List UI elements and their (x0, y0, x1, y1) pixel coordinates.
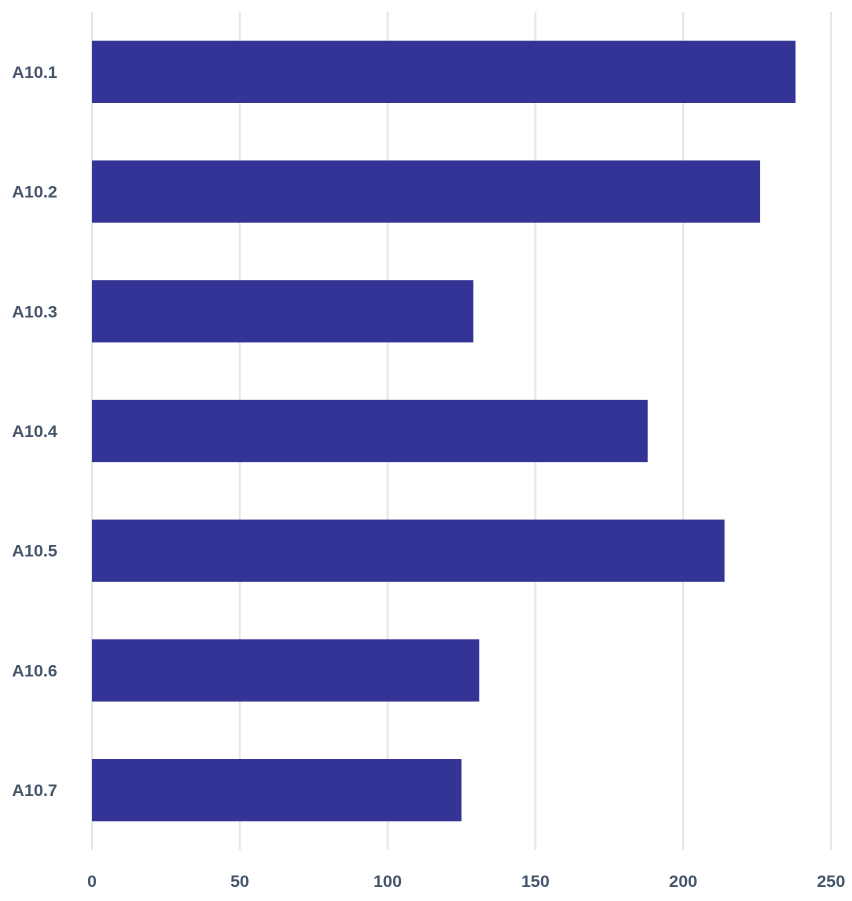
bar-A10.1 (92, 40, 796, 103)
category-label: A10.3 (12, 302, 57, 321)
category-label: A10.5 (12, 542, 57, 561)
bar-A10.6 (92, 639, 480, 702)
x-tick-label: 250 (817, 872, 845, 891)
bar-A10.2 (92, 160, 761, 223)
category-label: A10.2 (12, 183, 57, 202)
bar-A10.3 (92, 280, 474, 343)
category-label: A10.4 (12, 422, 58, 441)
bar-A10.5 (92, 519, 725, 582)
category-label: A10.7 (12, 781, 57, 800)
value-axis: 0 50 100 150 200 250 (87, 872, 845, 891)
x-tick-label: 100 (373, 872, 401, 891)
x-tick-label: 0 (87, 872, 96, 891)
bar-layer (92, 40, 796, 822)
x-tick-label: 150 (521, 872, 549, 891)
bar-A10.4 (92, 399, 648, 463)
x-tick-label: 200 (669, 872, 697, 891)
category-label: A10.6 (12, 661, 57, 680)
bar-A10.7 (92, 759, 462, 822)
x-tick-label: 50 (230, 872, 249, 891)
category-label: A10.1 (12, 63, 57, 82)
category-axis: A10.1 A10.2 A10.3 A10.4 A10.5 A10.6 A10.7 (12, 63, 58, 800)
